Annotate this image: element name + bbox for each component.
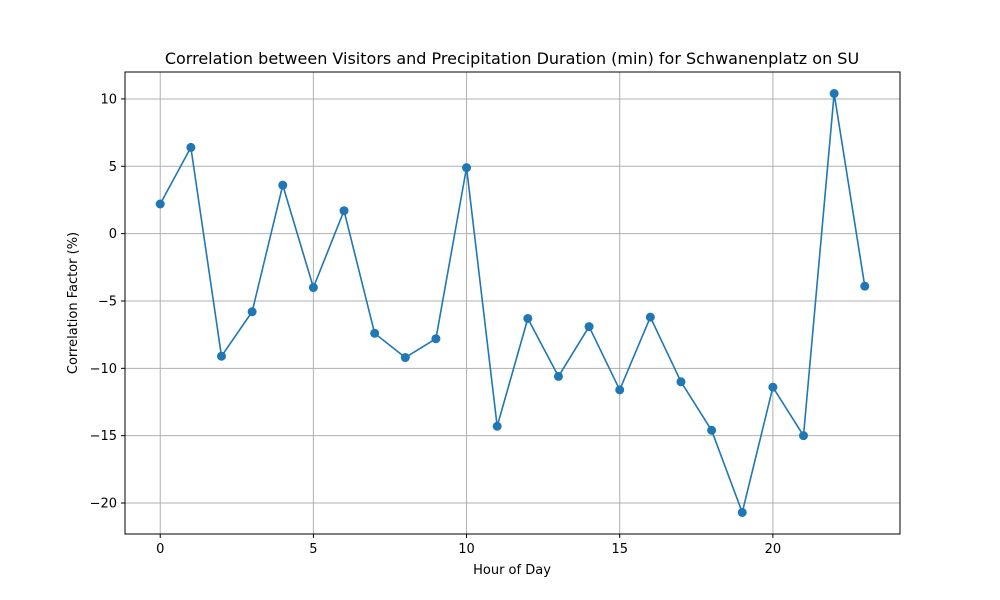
data-point bbox=[584, 322, 594, 332]
y-tick-label: 10 bbox=[100, 92, 117, 107]
data-point bbox=[462, 163, 472, 173]
y-tick-label: 5 bbox=[109, 160, 117, 175]
data-point bbox=[737, 507, 747, 517]
data-point bbox=[278, 180, 288, 190]
x-tick-label: 20 bbox=[765, 542, 782, 557]
y-tick-label: −5 bbox=[98, 294, 117, 309]
data-point bbox=[155, 199, 165, 209]
data-point bbox=[860, 281, 870, 291]
data-point bbox=[707, 425, 717, 435]
data-series bbox=[155, 89, 870, 517]
x-tick-label: 0 bbox=[156, 542, 164, 557]
data-point bbox=[615, 385, 625, 395]
x-axis-label: Hour of Day bbox=[473, 563, 551, 578]
plot-area-frame bbox=[124, 71, 901, 535]
data-point bbox=[400, 353, 410, 363]
data-point bbox=[492, 421, 502, 431]
data-point bbox=[186, 142, 196, 152]
data-point bbox=[308, 283, 318, 293]
data-point bbox=[676, 377, 686, 387]
data-point bbox=[431, 334, 441, 344]
y-tick-label: −20 bbox=[90, 497, 117, 512]
data-point bbox=[799, 431, 809, 441]
y-tick-label: 0 bbox=[109, 227, 117, 242]
data-point bbox=[829, 89, 839, 99]
axis-ticks: 0 5 10 15 20 −20 −15 −10 −5 0 5 10 bbox=[90, 92, 782, 557]
data-point bbox=[553, 371, 563, 381]
y-tick-label: −15 bbox=[90, 429, 117, 444]
x-tick-label: 10 bbox=[458, 542, 475, 557]
data-point bbox=[247, 307, 257, 317]
data-point bbox=[339, 206, 349, 216]
y-axis-label: Correlation Factor (%) bbox=[66, 232, 81, 374]
x-tick-label: 5 bbox=[309, 542, 317, 557]
data-point bbox=[768, 382, 778, 392]
data-point bbox=[370, 328, 380, 338]
data-point bbox=[523, 313, 533, 323]
x-tick-label: 15 bbox=[611, 542, 628, 557]
data-point bbox=[645, 312, 655, 322]
grid-lines bbox=[125, 72, 900, 534]
data-point bbox=[216, 351, 226, 361]
chart-title: Correlation between Visitors and Precipi… bbox=[165, 49, 859, 68]
y-tick-label: −10 bbox=[90, 362, 117, 377]
series-line bbox=[159, 92, 866, 514]
